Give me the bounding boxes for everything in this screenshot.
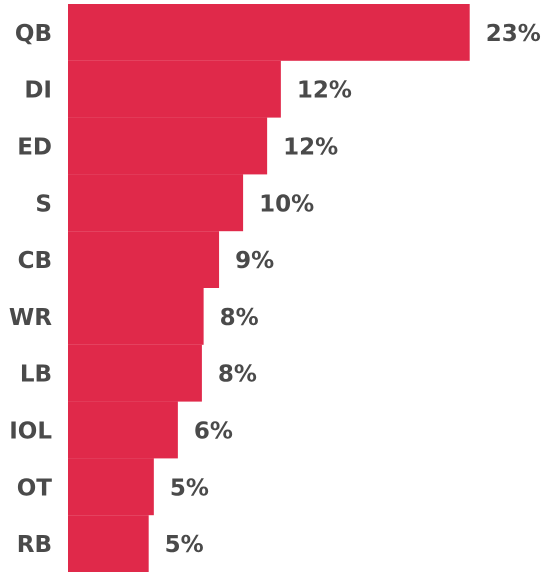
value-label: 8%	[218, 362, 257, 388]
value-label: 23%	[486, 21, 541, 47]
bar	[68, 344, 202, 402]
value-label: 12%	[297, 78, 352, 104]
y-tick-label: CB	[18, 248, 52, 274]
y-tick-label: WR	[9, 305, 52, 331]
y-tick-label: OT	[17, 475, 53, 501]
y-tick-label: DI	[24, 78, 52, 104]
bar	[68, 4, 470, 61]
y-tick-label: RB	[17, 532, 52, 558]
value-label: 9%	[235, 248, 274, 274]
bar	[68, 458, 154, 516]
y-tick-label: S	[35, 191, 52, 217]
value-label: 8%	[220, 305, 259, 331]
bar	[68, 231, 220, 288]
y-tick-label: LB	[20, 362, 52, 388]
value-label: 10%	[259, 191, 314, 217]
bar	[68, 515, 149, 572]
y-tick-label: IOL	[9, 419, 52, 445]
bar	[68, 174, 244, 232]
bar	[68, 60, 281, 118]
value-label: 6%	[194, 419, 233, 445]
value-label: 5%	[170, 475, 209, 501]
value-label: 5%	[165, 532, 204, 558]
y-tick-label: QB	[15, 21, 52, 47]
bar	[68, 117, 268, 175]
bar	[68, 401, 178, 459]
bar	[68, 288, 204, 345]
y-tick-label: ED	[17, 135, 52, 161]
value-label: 12%	[283, 135, 338, 161]
